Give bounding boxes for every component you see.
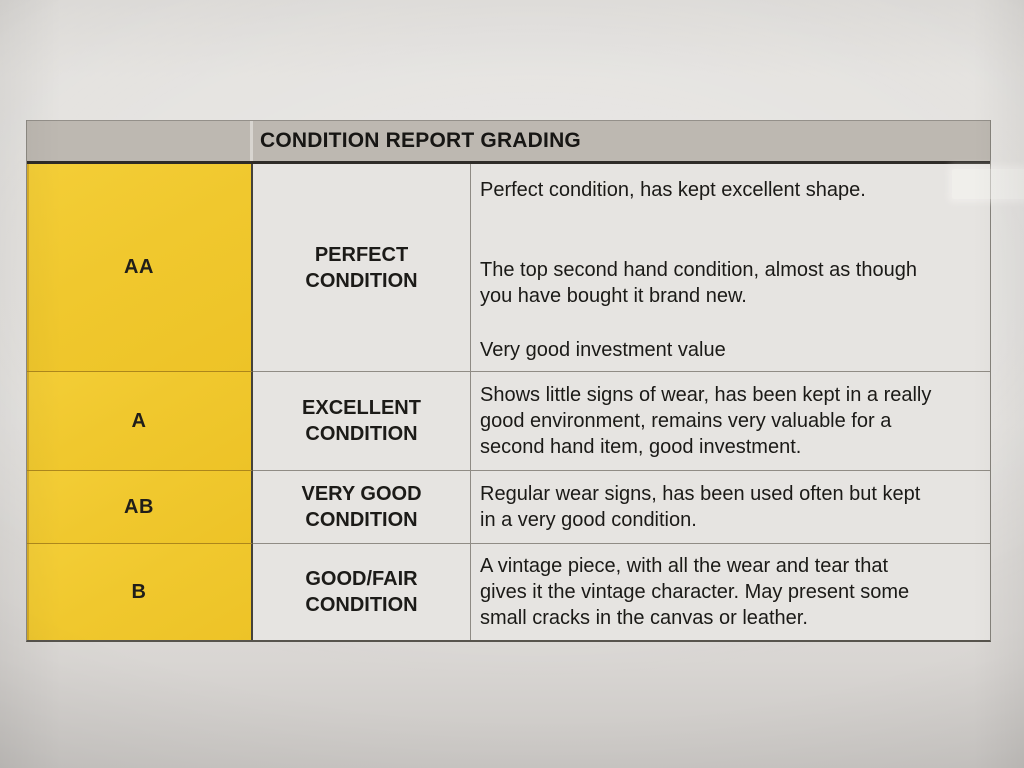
condition-cell: VERY GOOD CONDITION <box>253 470 471 543</box>
description-paragraph: The top second hand condition, almost as… <box>480 259 917 307</box>
grade-cell: AB <box>27 470 253 543</box>
description-cell: Regular wear signs, has been used often … <box>471 470 990 543</box>
description-cell: Shows little signs of wear, has been kep… <box>471 371 990 470</box>
table-header-row: CONDITION REPORT GRADING <box>27 120 990 164</box>
grade-code: AB <box>124 495 154 518</box>
condition-grading-table: CONDITION REPORT GRADING AA PERFECT COND… <box>26 120 1024 642</box>
grade-cell: A <box>27 371 253 470</box>
condition-cell: EXCELLENT CONDITION <box>253 371 471 470</box>
condition-label: GOOD/FAIR CONDITION <box>305 568 418 616</box>
grade-cell: B <box>27 543 253 640</box>
grade-code: B <box>131 580 147 603</box>
description-paragraph: A vintage piece, with all the wear and t… <box>480 555 910 629</box>
header-title-cell: CONDITION REPORT GRADING <box>253 121 990 161</box>
grade-code: A <box>131 409 147 432</box>
grade-cell: AA <box>27 164 253 371</box>
table-title: CONDITION REPORT GRADING <box>260 129 581 152</box>
header-spacer-cell <box>27 121 253 161</box>
table-row-a: A EXCELLENT CONDITION Shows little signs… <box>27 371 990 470</box>
table-row-ab: AB VERY GOOD CONDITION Regular wear sign… <box>27 470 990 543</box>
condition-cell: GOOD/FAIR CONDITION <box>253 543 471 640</box>
table-row-b: B GOOD/FAIR CONDITION A vintage piece, w… <box>27 543 990 640</box>
description-paragraph: Shows little signs of wear, has been kep… <box>480 384 932 458</box>
description-cell: Perfect condition, has kept excellent sh… <box>471 164 1024 371</box>
condition-cell: PERFECT CONDITION <box>253 164 471 371</box>
condition-label: VERY GOOD CONDITION <box>301 483 422 531</box>
grade-code: AA <box>124 256 154 278</box>
table-row-aa: AA PERFECT CONDITION Perfect condition, … <box>27 164 1024 371</box>
whiteout-correction-mark <box>952 169 1024 199</box>
condition-label: EXCELLENT CONDITION <box>302 397 421 445</box>
description-paragraph: Perfect condition, has kept excellent sh… <box>480 179 866 201</box>
description-paragraph: Regular wear signs, has been used often … <box>480 483 921 531</box>
description-paragraph: Very good investment value <box>480 339 726 361</box>
description-cell: A vintage piece, with all the wear and t… <box>471 543 990 640</box>
condition-label: PERFECT CONDITION <box>305 243 418 292</box>
